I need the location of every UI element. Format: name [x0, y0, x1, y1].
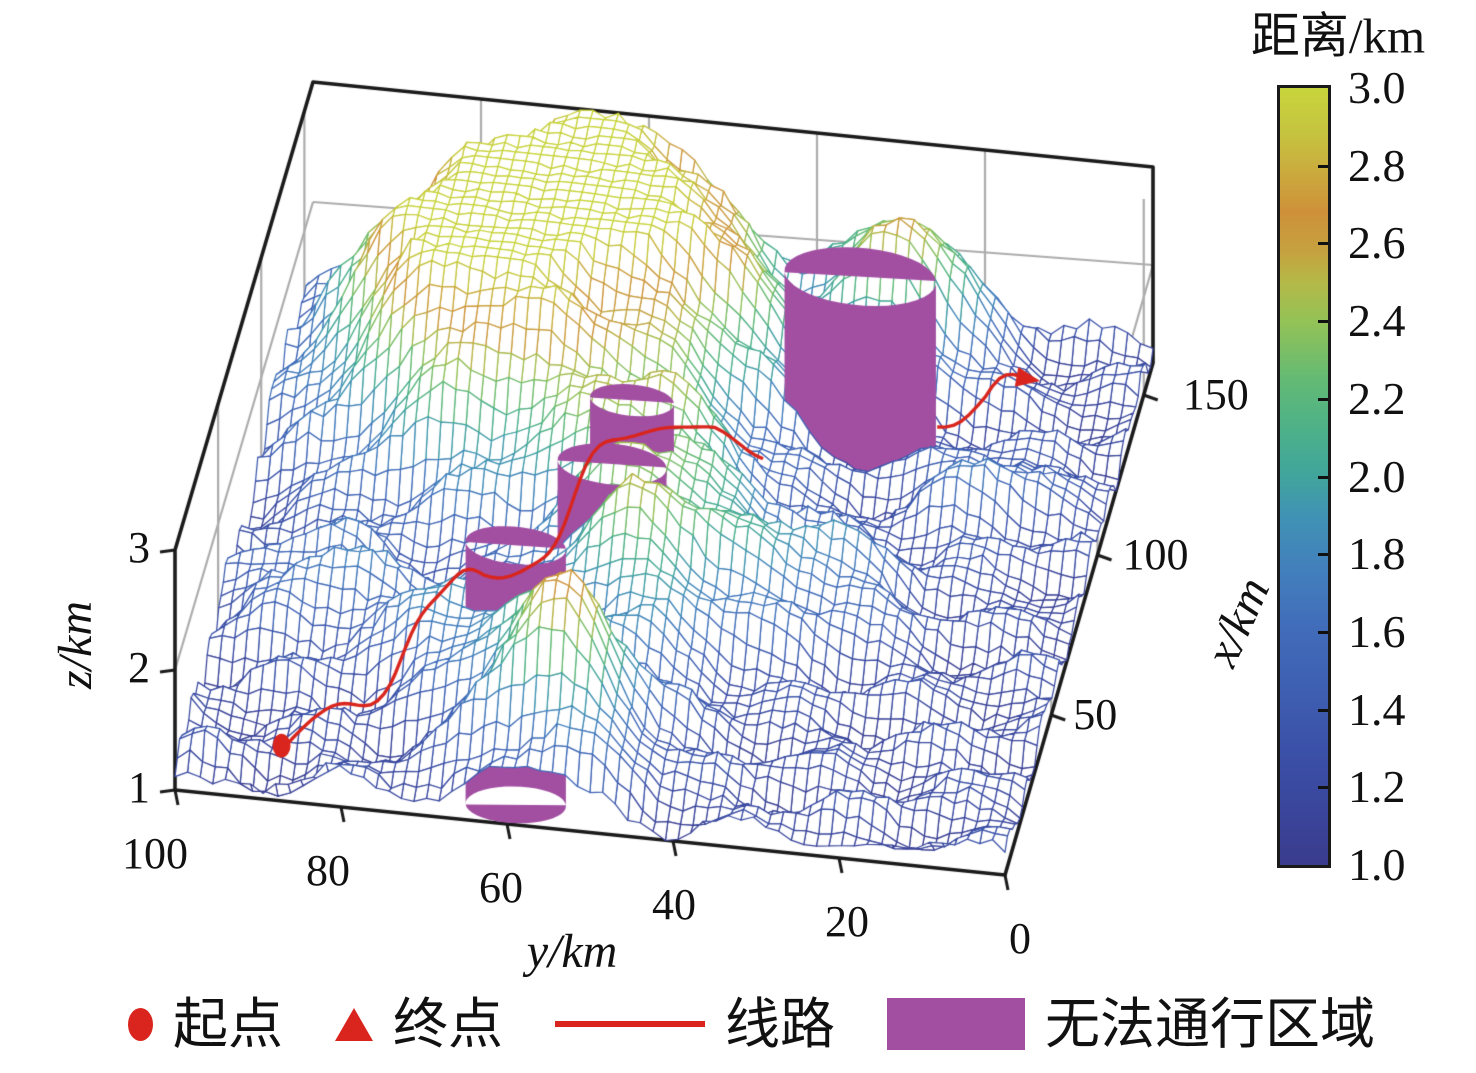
x-tick-label: 50: [1073, 690, 1118, 739]
legend-item-end: 终点: [335, 997, 503, 1052]
legend-item-route: 线路: [555, 997, 835, 1052]
legend: 起点 终点 线路 无法通行区域: [128, 986, 1375, 1062]
y-axis-label: y/km: [526, 925, 618, 978]
colorbar-tick: [1318, 786, 1328, 790]
blocked-area-icon: [887, 998, 1026, 1050]
colorbar-tick-label: 1.0: [1348, 839, 1406, 890]
colorbar-tick-label: 2.4: [1348, 295, 1406, 347]
legend-label-start: 起点: [173, 993, 284, 1055]
colorbar-tick-label: 2.8: [1348, 139, 1406, 191]
legend-label-blocked: 无法通行区域: [1045, 993, 1376, 1055]
colorbar-tick: [1318, 475, 1328, 479]
colorbar: [1277, 85, 1331, 868]
legend-item-start: 起点: [128, 997, 283, 1052]
y-tick-label: 60: [479, 863, 523, 912]
colorbar-tick-label: 3.0: [1348, 62, 1406, 113]
y-tick-label: 0: [1009, 914, 1031, 963]
colorbar-tick-label: 1.2: [1348, 761, 1406, 813]
legend-item-blocked: 无法通行区域: [887, 997, 1375, 1052]
colorbar-tick: [1318, 630, 1328, 634]
end-point-marker-icon: [335, 1007, 374, 1041]
colorbar-tick-label: 2.6: [1348, 217, 1406, 269]
colorbar-title: 距离/km: [1250, 8, 1426, 64]
colorbar-tick: [1318, 553, 1328, 557]
legend-label-route: 线路: [725, 993, 836, 1055]
colorbar-tick: [1318, 708, 1328, 712]
colorbar-tick-label: 2.2: [1348, 372, 1406, 424]
z-axis-label: z/km: [49, 601, 102, 689]
route-line-icon: [555, 1021, 706, 1027]
y-tick-label: 20: [825, 897, 869, 946]
legend-label-end: 终点: [393, 993, 504, 1055]
z-tick-label: 1: [128, 763, 150, 812]
colorbar-tick-label: 2.0: [1348, 450, 1406, 502]
colorbar-tick: [1318, 164, 1328, 168]
colorbar-tick: [1318, 320, 1328, 324]
start-point-marker-icon: [128, 1007, 153, 1041]
y-tick-label: 40: [652, 880, 696, 929]
y-tick-label: 100: [122, 829, 188, 878]
colorbar-tick-label: 1.6: [1348, 605, 1406, 657]
colorbar-tick: [1318, 397, 1328, 401]
colorbar-tick: [1318, 242, 1328, 246]
x-tick-label: 100: [1122, 530, 1189, 579]
colorbar-tick-label: 1.4: [1348, 683, 1406, 735]
y-tick-label: 80: [306, 846, 350, 895]
z-tick-label: 3: [128, 523, 150, 572]
colorbar-tick-label: 1.8: [1348, 528, 1406, 580]
x-tick-label: 150: [1182, 370, 1249, 419]
z-tick-label: 2: [128, 643, 150, 692]
